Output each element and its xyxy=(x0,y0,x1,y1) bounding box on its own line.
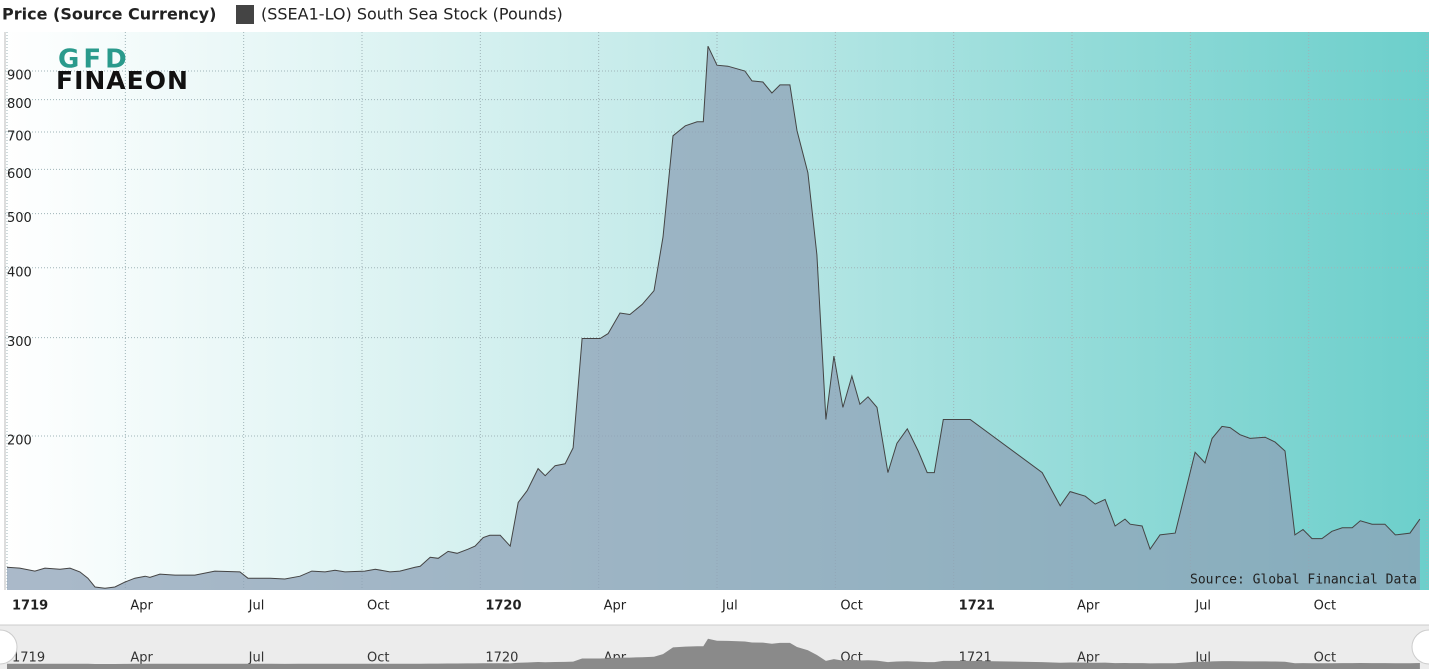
navigator-tick-label: Apr xyxy=(130,651,153,666)
y-axis-title: Price (Source Currency) xyxy=(2,5,216,24)
x-tick-label: Oct xyxy=(840,599,862,614)
navigator-tick-label: Jul xyxy=(248,651,265,666)
navigator-tick-label: Oct xyxy=(367,651,389,666)
y-tick-label: 900 xyxy=(7,69,32,84)
logo-bottom: FINAEON xyxy=(56,66,189,95)
legend-swatch xyxy=(236,5,254,24)
x-tick-label: Apr xyxy=(1077,599,1100,614)
y-tick-label: 300 xyxy=(7,335,32,350)
navigator-tick-label: Jul xyxy=(1194,651,1211,666)
y-tick-label: 800 xyxy=(7,97,32,112)
price-line xyxy=(6,45,1421,589)
y-tick-label: 200 xyxy=(7,433,32,448)
source-annotation: Source: Global Financial Data xyxy=(1190,573,1417,588)
x-tick-label: 1720 xyxy=(485,599,521,614)
y-tick-label: 600 xyxy=(7,167,32,182)
x-tick-label: Oct xyxy=(1314,599,1336,614)
navigator-handle xyxy=(1411,629,1429,665)
x-tick-label: 1721 xyxy=(959,599,995,614)
y-tick-label: 500 xyxy=(7,211,32,226)
legend-label: (SSEA1-LO) South Sea Stock (Pounds) xyxy=(261,5,563,24)
x-tick-label: Apr xyxy=(130,599,153,614)
y-tick-label: 700 xyxy=(7,129,32,144)
x-tick-label: Jul xyxy=(721,599,738,614)
navigator-handle xyxy=(0,629,18,665)
x-tick-label: Oct xyxy=(367,599,389,614)
x-tick-label: Apr xyxy=(604,599,627,614)
navigator-area xyxy=(7,638,1420,669)
navigator-tick-label: 1720 xyxy=(485,651,518,666)
area-fill xyxy=(7,46,1420,590)
x-tick-label: Jul xyxy=(248,599,265,614)
y-tick-label: 400 xyxy=(7,265,32,280)
navigator-tick-label: Oct xyxy=(1314,651,1336,666)
logo-top: GFD xyxy=(58,45,131,75)
navigator-tick-label: Apr xyxy=(1077,651,1100,666)
x-tick-label: 1719 xyxy=(12,599,48,614)
x-tick-label: Jul xyxy=(1194,599,1211,614)
navigator-tick-label: 1719 xyxy=(12,651,45,666)
